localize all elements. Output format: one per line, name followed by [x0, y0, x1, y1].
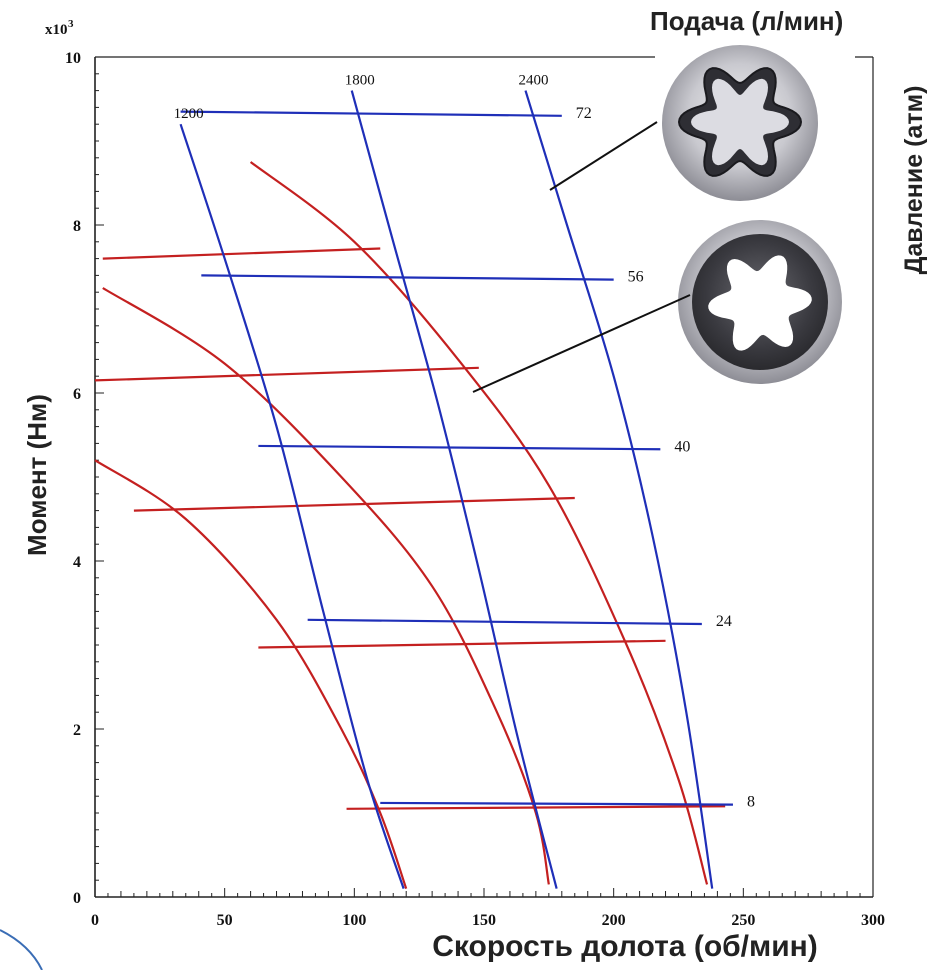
y-tick-label: 2 [73, 722, 81, 739]
axis-ticks [94, 56, 874, 898]
x-tick-label: 150 [472, 912, 496, 929]
x-tick-label: 300 [861, 912, 885, 929]
red-pressure-line [94, 366, 479, 382]
blue-flow-line [350, 90, 558, 889]
y-tick-label: 6 [73, 386, 81, 403]
y-tick-label: 4 [73, 554, 81, 571]
y-multiplier-exp: 3 [68, 18, 74, 30]
red-torque-curve [94, 459, 408, 889]
flow-line-label: 1800 [345, 73, 375, 89]
red-torque-curve [102, 287, 550, 885]
pressure-line-label: 24 [716, 613, 732, 630]
lower-stator-illustration [678, 220, 842, 384]
y-axis-title: Момент (Нм) [22, 394, 52, 556]
y-tick-label: 10 [65, 50, 81, 67]
blue-pressure-line [380, 801, 733, 806]
y2-axis-title: Давление (атм) [900, 86, 928, 275]
corner-decoration [0, 929, 43, 970]
y-tick-label: 0 [73, 890, 81, 907]
red-pressure-line [102, 247, 381, 260]
series [94, 90, 733, 889]
curve-labels: 1200 1800 2400 72 56 40 24 8 [174, 73, 755, 811]
blue-pressure-line [258, 444, 661, 451]
red-pressure-line [258, 639, 666, 649]
pressure-line-label: 40 [674, 438, 690, 455]
blue-pressure-line [201, 274, 614, 281]
x-tick-label: 250 [731, 912, 755, 929]
flow-line-label: 1200 [174, 106, 204, 122]
top-label: Подача (л/мин) [650, 6, 843, 36]
pressure-line-label: 8 [747, 794, 755, 811]
pressure-line-label: 72 [576, 105, 592, 122]
x-tick-label: 50 [217, 912, 233, 929]
lower-pointer [472, 294, 691, 393]
x-tick-label: 100 [342, 912, 366, 929]
red-pressure-line [133, 496, 575, 512]
blue-pressure-line [180, 110, 562, 117]
red-torque-curve [249, 161, 709, 885]
blue-flow-line [524, 90, 714, 889]
x-axis-title: Скорость долота (об/мин) [432, 930, 818, 963]
upper-stator-illustration [655, 45, 855, 215]
upper-pointer [549, 121, 658, 191]
x-tick-label: 0 [91, 912, 99, 929]
pressure-line-label: 56 [628, 269, 644, 286]
blue-pressure-line [307, 618, 702, 626]
blue-flow-line [179, 123, 405, 889]
flow-line-label: 2400 [518, 73, 548, 89]
y-tick-label: 8 [73, 218, 81, 235]
x-tick-label: 200 [602, 912, 626, 929]
y-multiplier: x10 [45, 22, 68, 38]
